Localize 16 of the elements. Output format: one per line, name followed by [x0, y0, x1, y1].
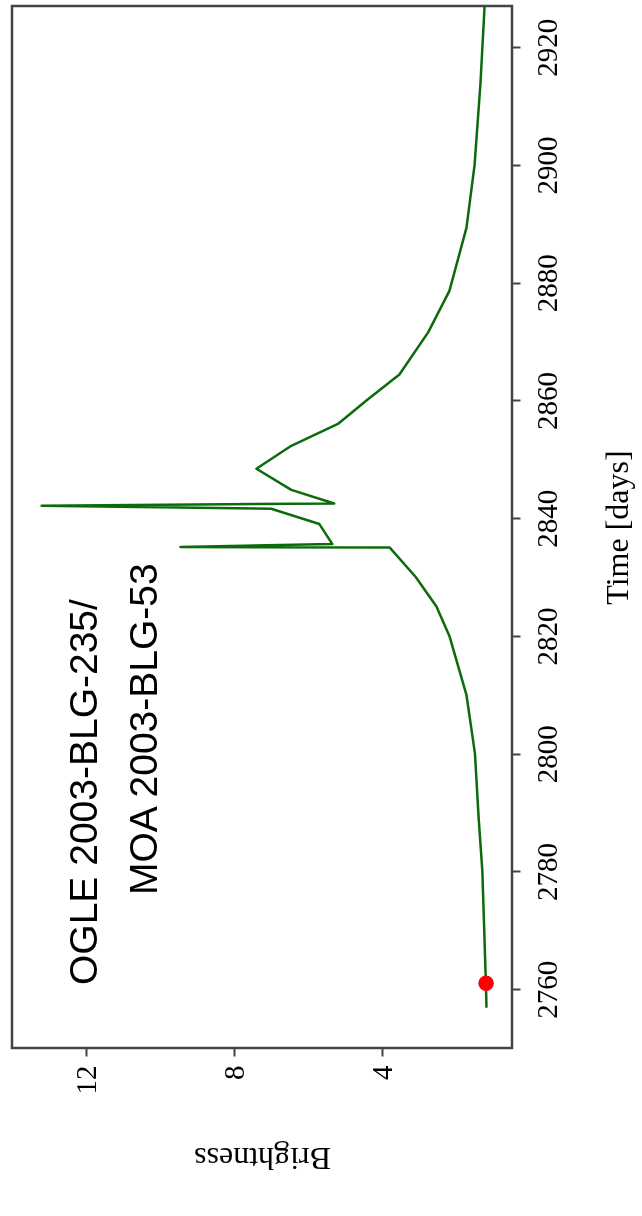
- y-tick-label: 2920: [530, 18, 563, 77]
- y-tick-label: 2880: [530, 254, 563, 313]
- y-tick-label: 2760: [530, 960, 563, 1019]
- x-axis-title: Brightness: [194, 1140, 331, 1177]
- y-tick-label: 2860: [530, 371, 563, 430]
- y-tick-label: 2780: [530, 842, 563, 901]
- x-tick-label: 4: [365, 1065, 398, 1080]
- annotation: MOA 2003-BLG-53: [122, 563, 165, 895]
- y-axis-title: Time [days]: [598, 450, 635, 605]
- y-tick-label: 2820: [530, 607, 563, 666]
- x-tick-label: 8: [217, 1065, 250, 1080]
- y-tick-label: 2840: [530, 489, 563, 548]
- y-tick-label: 2900: [530, 136, 563, 195]
- y-tick-label: 2800: [530, 725, 563, 784]
- annotation: OGLE 2003-BLG-235/: [62, 598, 105, 985]
- x-tick-label: 12: [69, 1065, 102, 1095]
